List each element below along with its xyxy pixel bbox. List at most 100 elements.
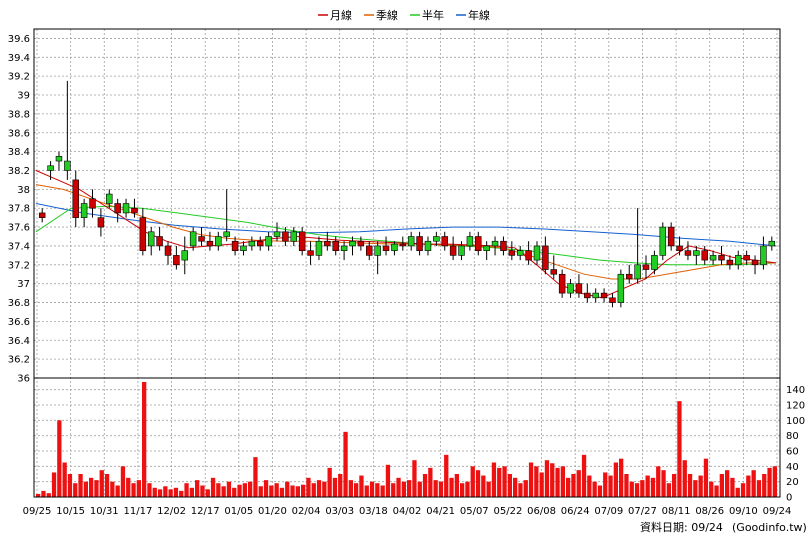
candle-body <box>416 236 423 251</box>
candle <box>181 236 188 275</box>
x-tick-label: 09/10 <box>729 506 758 517</box>
legend-item-quarter: 季線 <box>364 8 398 22</box>
volume-bar <box>369 481 375 497</box>
volume-bar <box>62 462 67 497</box>
candle <box>357 236 365 251</box>
candle <box>533 241 541 265</box>
candle <box>38 208 46 223</box>
candle-body <box>332 240 339 251</box>
candle-body <box>592 292 599 299</box>
volume-bar <box>634 483 640 497</box>
volume-bar <box>41 490 46 497</box>
candle-body <box>198 236 205 242</box>
candle <box>709 250 717 265</box>
data-date-label: 資料日期: 09/24 <box>640 520 723 534</box>
y-tick-label: 39.2 <box>8 72 30 83</box>
candle-body <box>609 297 616 303</box>
candle-body <box>584 292 591 299</box>
volume-axis: 140 120 100 80 60 40 20 0 <box>786 385 805 503</box>
volume-bar <box>502 466 507 497</box>
candle-body <box>307 250 314 256</box>
candle <box>768 236 776 251</box>
candle <box>189 227 197 251</box>
candle <box>751 255 759 275</box>
x-tick-label: 10/15 <box>56 506 85 517</box>
volume-bar <box>422 474 428 497</box>
volume-bar <box>772 466 777 497</box>
volume-bar <box>544 460 550 497</box>
x-tick-label: 03/03 <box>325 506 354 517</box>
candle <box>466 231 474 251</box>
volume-bar <box>104 474 110 497</box>
volume-bar <box>640 480 645 497</box>
candle <box>416 231 423 256</box>
candle <box>651 250 658 275</box>
candle-body <box>433 236 440 242</box>
volume-bar <box>507 474 512 497</box>
candle-body <box>735 255 742 266</box>
candle-body <box>760 245 767 266</box>
candle <box>659 222 667 261</box>
candle <box>407 231 415 251</box>
volume-bar <box>486 481 491 497</box>
source-label: (Goodinfo.tw) <box>732 521 807 534</box>
x-tick-label: 06/24 <box>561 506 590 517</box>
x-tick-label: 05/22 <box>493 506 522 517</box>
candle-body <box>122 203 130 214</box>
candle-body <box>147 231 155 247</box>
candle <box>500 236 507 256</box>
candle <box>693 245 700 265</box>
candle <box>315 236 323 261</box>
candlesticks <box>38 80 776 308</box>
volume-bar <box>703 458 709 497</box>
volume-bar <box>205 489 210 497</box>
volume-bar <box>571 474 576 497</box>
candle-body <box>231 240 239 251</box>
volume-bar <box>152 487 157 497</box>
candle-body <box>533 245 541 261</box>
candle <box>600 288 608 303</box>
x-tick-label: 12/17 <box>191 506 220 517</box>
volume-bar <box>725 470 730 497</box>
volume-bar <box>46 493 51 497</box>
candle-body <box>80 203 88 218</box>
candle-body <box>407 236 415 247</box>
candle-body <box>525 250 532 261</box>
volume-bar <box>444 454 449 497</box>
candle <box>558 269 566 298</box>
candle-body <box>206 240 214 247</box>
volume-bar <box>263 480 269 497</box>
volume-bar <box>407 480 412 497</box>
candle-body <box>458 245 465 256</box>
volume-bar <box>613 462 618 497</box>
candle <box>164 241 172 265</box>
candle <box>701 245 708 265</box>
candle <box>366 241 373 261</box>
candle-body <box>667 226 675 247</box>
volume-bar <box>316 480 322 497</box>
volume-tick-label: 80 <box>786 431 799 442</box>
candle-body <box>38 212 46 218</box>
volume-bar <box>332 477 338 497</box>
volume-bar <box>650 477 656 497</box>
candle-body <box>223 231 230 237</box>
candle <box>257 236 264 251</box>
volume-bar <box>242 483 247 497</box>
volume-bar <box>279 487 285 497</box>
grid <box>34 29 780 498</box>
volume-bar <box>301 484 306 497</box>
candle <box>516 245 524 261</box>
volume-bar <box>179 490 184 497</box>
volume-bar <box>576 470 581 497</box>
volume-bar <box>597 485 603 497</box>
candle <box>265 231 272 251</box>
candle-body <box>701 250 708 261</box>
candle-body <box>500 240 507 251</box>
candle-body <box>693 250 700 256</box>
candle-body <box>642 264 650 270</box>
candle <box>575 274 583 298</box>
candle <box>307 241 314 265</box>
y-tick-label: 38.2 <box>8 166 30 177</box>
y-tick-label: 39.4 <box>8 53 30 64</box>
